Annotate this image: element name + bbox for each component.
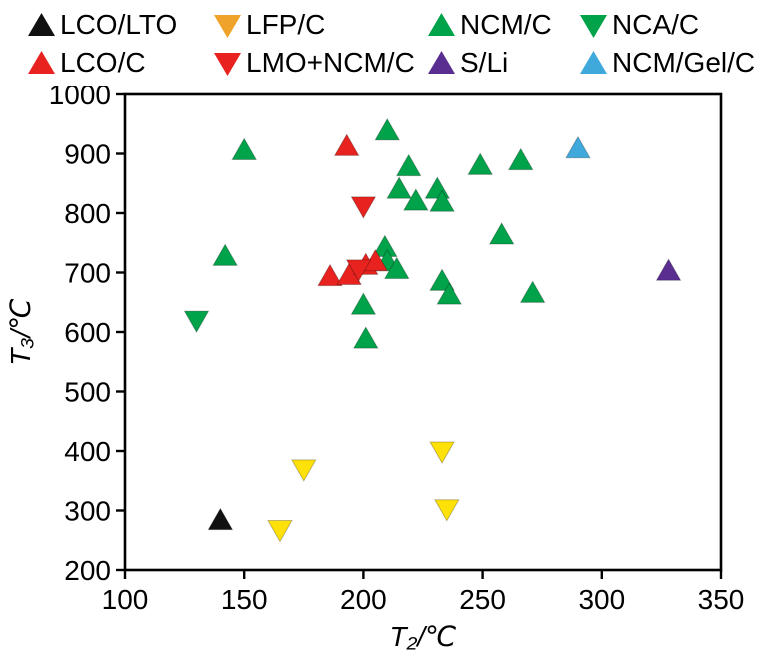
lco-c-triangle-up-icon [28,50,55,74]
data-point-ncm-c [386,176,413,199]
y-tick-label: 300 [64,496,111,527]
legend-label-s-li: S/Li [460,46,509,78]
data-point-ncm-gel-c [565,135,591,159]
legend-label-lfp-c: LFP/C [246,8,326,40]
data-point-ncm-c [231,137,258,161]
data-point-ncm-c [352,326,379,349]
x-tick-label: 200 [340,584,387,615]
nca-c-triangle-down-icon [580,14,607,38]
s-li-triangle-up-icon [428,50,455,74]
legend-item-ncm-c: NCM/C [426,8,578,41]
x-tick-label: 150 [221,584,268,615]
x-tick-label: 350 [698,584,745,615]
legend-item-lfp-c: LFP/C [212,8,426,41]
x-axis-label: T₂/℃ [389,621,457,652]
y-tick-label: 700 [64,258,111,289]
data-point-lco-lto [207,507,234,531]
data-point-nca-c [183,310,210,334]
data-point-lfp-c [433,499,460,522]
legend-item-lco-c: LCO/C [26,46,212,79]
data-point-ncm-c [374,117,401,141]
data-point-ncm-c [424,176,451,199]
data-point-s-li [655,258,682,281]
data-point-lfp-c [267,520,293,543]
chart-legend: LCO/LTO LFP/C NCM/C NCA/C LCO/C LMO+NCM/C S/Li… [0,0,784,86]
legend-label-nca-c: NCA/C [612,8,700,40]
data-point-ncm-c [383,256,410,280]
y-tick-label: 200 [64,555,111,586]
data-point-lmo-ncm-c [350,196,377,219]
legend-item-s-li: S/Li [426,46,578,79]
lfp-c-triangle-down-icon [214,14,241,38]
ncm-gel-c-triangle-up-icon [580,50,607,74]
ncm-c-triangle-up-icon [428,12,455,36]
plot-frame [123,92,723,572]
lco-lto-triangle-up-icon [28,12,55,36]
data-point-ncm-c [436,282,463,305]
data-point-lmo-ncm-c [345,259,372,282]
data-point-ncm-c [429,189,455,212]
data-point-lfp-c [290,459,317,482]
x-tick-label: 300 [578,584,625,615]
data-point-ncm-c [402,188,429,211]
data-point-ncm-c [395,153,422,177]
legend-label-ncm-c: NCM/C [460,8,552,40]
legend-label-lmo-ncm-c: LMO+NCM/C [246,46,415,78]
data-point-ncm-c [350,292,377,315]
data-point-ncm-c [467,152,494,175]
data-point-lco-c [333,133,360,156]
y-tick-label: 800 [64,198,111,229]
y-tick-label: 600 [64,317,111,348]
y-tick-label: 1000 [49,86,111,110]
x-tick-label: 100 [102,584,149,615]
data-point-ncm-c [519,280,546,303]
lmo-ncm-c-triangle-down-icon [214,52,241,76]
y-tick-label: 900 [64,139,111,170]
data-point-ncm-c [488,222,515,245]
legend-item-nca-c: NCA/C [578,8,784,41]
scatter-plot: 100 150 200 250 300 350 200 300 400 500 600 700 800 9… [5,79,745,652]
data-point-lco-c [317,263,343,287]
x-tick-label: 250 [459,584,506,615]
legend-item-ncm-gel-c: NCM/Gel/C [578,46,784,79]
y-tick-label: 500 [64,377,111,408]
legend-item-lco-lto: LCO/LTO [26,8,212,41]
legend-item-lmo-ncm-c: LMO+NCM/C [212,46,426,79]
y-axis-label: T₃/℃ [5,298,36,366]
legend-label-lco-lto: LCO/LTO [60,8,178,40]
data-point-ncm-c [212,243,238,266]
data-point-lfp-c [429,441,455,465]
y-tick-label: 400 [64,436,111,467]
legend-label-lco-c: LCO/C [60,46,146,78]
data-point-ncm-c [507,147,534,171]
legend-label-ncm-gel-c: NCM/Gel/C [612,46,756,78]
